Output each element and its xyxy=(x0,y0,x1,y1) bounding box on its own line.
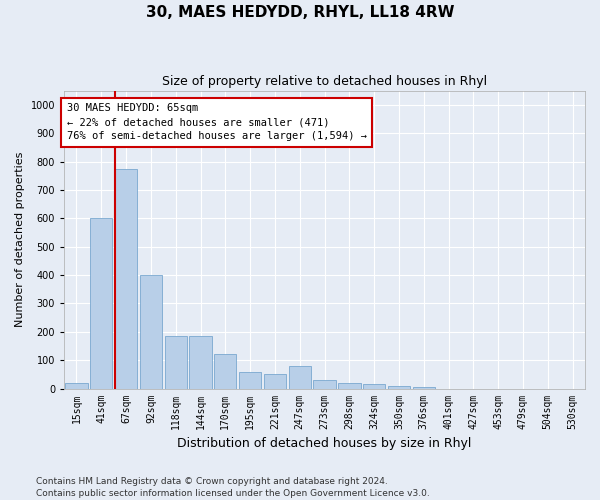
Bar xyxy=(338,383,361,388)
Bar xyxy=(413,387,435,388)
Bar xyxy=(313,380,336,388)
X-axis label: Distribution of detached houses by size in Rhyl: Distribution of detached houses by size … xyxy=(178,437,472,450)
Bar xyxy=(90,218,112,388)
Bar xyxy=(363,384,385,388)
Bar xyxy=(239,372,261,388)
Bar xyxy=(140,275,162,388)
Bar xyxy=(115,168,137,388)
Bar xyxy=(190,336,212,388)
Bar xyxy=(264,374,286,388)
Bar xyxy=(214,354,236,388)
Y-axis label: Number of detached properties: Number of detached properties xyxy=(15,152,25,327)
Title: Size of property relative to detached houses in Rhyl: Size of property relative to detached ho… xyxy=(162,75,487,88)
Bar xyxy=(289,366,311,388)
Text: 30 MAES HEDYDD: 65sqm
← 22% of detached houses are smaller (471)
76% of semi-det: 30 MAES HEDYDD: 65sqm ← 22% of detached … xyxy=(67,104,367,142)
Bar xyxy=(164,336,187,388)
Text: 30, MAES HEDYDD, RHYL, LL18 4RW: 30, MAES HEDYDD, RHYL, LL18 4RW xyxy=(146,5,454,20)
Bar xyxy=(65,383,88,388)
Text: Contains HM Land Registry data © Crown copyright and database right 2024.
Contai: Contains HM Land Registry data © Crown c… xyxy=(36,476,430,498)
Bar xyxy=(388,386,410,388)
